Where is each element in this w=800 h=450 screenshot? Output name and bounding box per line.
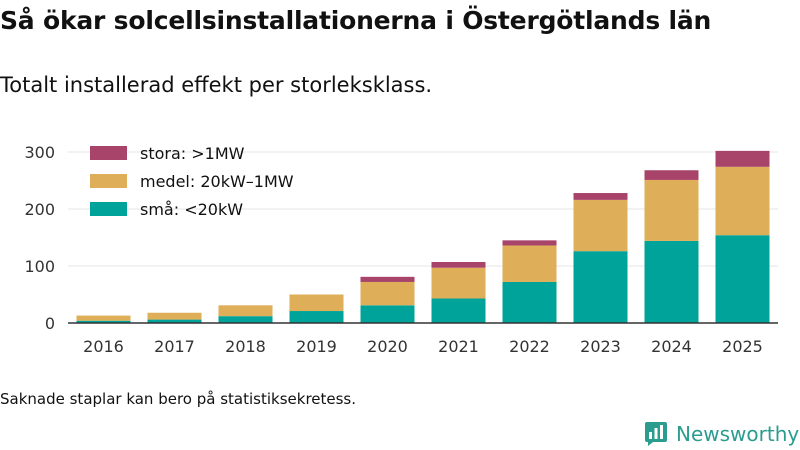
chart-subtitle: Totalt installerad effekt per storlekskl…	[0, 73, 433, 97]
bar-large-2025	[715, 150, 770, 167]
footnote: Saknade staplar kan bero på statistiksek…	[0, 390, 357, 408]
y-tick-label: 100	[24, 257, 55, 276]
stacked-bar-chart: 0 100 200 300 2016 2017 2018 2019 2020 2021 2022 20…	[24, 143, 778, 356]
x-tick-label: 2019	[296, 337, 337, 356]
x-tick-label: 2023	[580, 337, 621, 356]
bar-large-2021	[431, 262, 486, 268]
legend-label-small: små: <20kW	[140, 200, 243, 219]
bar-small-2019	[289, 311, 344, 323]
legend-swatch-medium	[90, 174, 127, 188]
legend-swatch-small	[90, 202, 127, 216]
x-tick-label: 2016	[83, 337, 124, 356]
x-tick-label: 2025	[722, 337, 763, 356]
chart-title: Så ökar solcellsinstallationerna i Öster…	[0, 6, 712, 35]
bar-small-2017	[147, 319, 202, 323]
bar-small-2024	[644, 240, 699, 323]
x-tick-label: 2022	[509, 337, 550, 356]
legend-label-large: stora: >1MW	[140, 144, 245, 163]
bar-medium-2024	[644, 179, 699, 241]
x-tick-label: 2017	[154, 337, 195, 356]
bar-large-2024	[644, 170, 699, 180]
x-tick-label: 2018	[225, 337, 266, 356]
bar-small-2021	[431, 298, 486, 323]
bar-medium-2025	[715, 166, 770, 236]
bar-chart-logo-icon	[645, 422, 667, 446]
bar-small-2016	[76, 320, 131, 323]
newsworthy-logo: Newsworthy	[644, 420, 799, 448]
bar-medium-2020	[360, 281, 415, 306]
brand-name: Newsworthy	[676, 422, 800, 446]
bar-small-2020	[360, 305, 415, 323]
bar-large-2022	[502, 240, 557, 246]
bar-large-2023	[573, 193, 628, 200]
x-tick-label: 2021	[438, 337, 479, 356]
bar-medium-2018	[218, 305, 273, 317]
bar-small-2022	[502, 281, 557, 323]
bar-medium-2021	[431, 267, 486, 299]
y-tick-label: 200	[24, 200, 55, 219]
bar-medium-2023	[573, 199, 628, 252]
y-tick-label: 0	[45, 314, 55, 333]
bar-large-2020	[360, 276, 415, 282]
bar-medium-2022	[502, 245, 557, 282]
x-tick-label: 2020	[367, 337, 408, 356]
x-tick-label: 2024	[651, 337, 692, 356]
legend-label-medium: medel: 20kW–1MW	[140, 172, 294, 191]
bar-small-2018	[218, 316, 273, 323]
bar-small-2023	[573, 251, 628, 323]
y-tick-label: 300	[24, 143, 55, 162]
bar-small-2025	[715, 235, 770, 323]
legend-swatch-large	[90, 146, 127, 160]
bar-medium-2017	[147, 312, 202, 320]
bar-medium-2019	[289, 294, 344, 312]
bar-medium-2016	[76, 315, 131, 321]
